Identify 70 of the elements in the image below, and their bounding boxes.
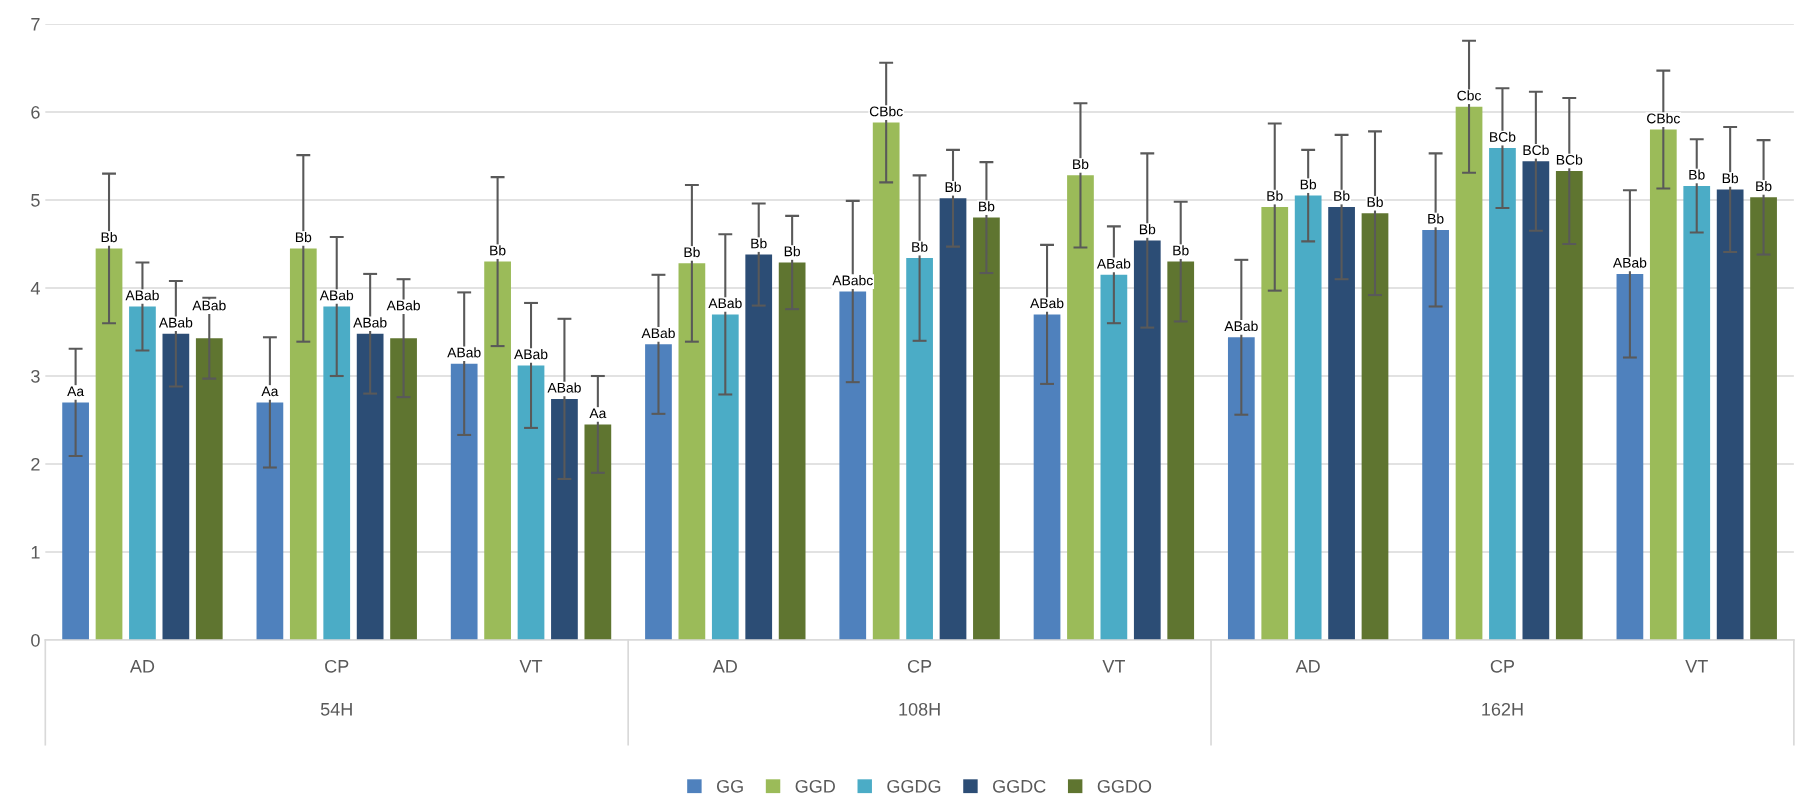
data-label: Bb [1173, 245, 1189, 256]
data-label: ABab [514, 349, 548, 360]
data-label: BCb [1490, 131, 1516, 142]
data-label: ABab [1030, 297, 1064, 309]
data-label: ABab [192, 300, 226, 311]
x-tick-label: CP [1490, 659, 1515, 673]
data-label: Bb [1689, 169, 1705, 180]
legend-label: GGDO [1097, 779, 1152, 793]
data-label: Bb [1428, 213, 1444, 224]
legend-label: GG [716, 779, 743, 793]
x-tick-label: AD [712, 660, 737, 673]
data-label: ABab [386, 300, 420, 311]
data-label: Aa [67, 386, 85, 397]
data-label: Bb [979, 201, 995, 212]
data-label: ABab [353, 317, 387, 328]
legend-label: GGD [795, 779, 835, 793]
data-label: Bb [684, 246, 700, 258]
y-tick-label: 1 [31, 546, 40, 559]
x-tick-label: CP [907, 659, 932, 673]
data-label: CBbc [1647, 113, 1680, 124]
y-tick-label: 7 [31, 18, 40, 31]
x-tick-label: VT [1685, 660, 1708, 673]
data-label: Bb [1367, 196, 1383, 207]
data-label: Bb [784, 246, 801, 257]
data-label: ABab [125, 290, 159, 301]
text: 108H [899, 702, 940, 716]
data-label: Bb [1756, 180, 1772, 192]
y-tick-label: 4 [30, 282, 40, 295]
data-label: ABab [547, 382, 581, 393]
data-label: Aa [589, 408, 607, 419]
data-label: Bb [945, 181, 961, 193]
data-label: ABab [447, 347, 481, 358]
data-label: ABab [641, 327, 675, 339]
data-label: BCb [1523, 144, 1549, 156]
data-label: Bb [101, 231, 117, 243]
data-label: ABab [1612, 257, 1647, 268]
text: 54H [320, 703, 352, 716]
y-tick-label: 6 [31, 105, 40, 119]
x-tick-label: VT [1102, 660, 1125, 673]
data-label: Bb [1139, 224, 1156, 235]
data-label: ABab [1224, 320, 1258, 332]
x-tick-label: CP [325, 659, 349, 673]
data-label: Aa [261, 386, 279, 397]
data-label: ABab [158, 317, 193, 328]
text: 162H [1482, 702, 1523, 716]
data-label: Bb [1267, 190, 1283, 201]
data-label: Cbc [1457, 90, 1482, 101]
data-label: Bb [490, 245, 506, 256]
data-label: Bb [751, 238, 767, 249]
x-tick-label: AD [129, 660, 155, 673]
data-label: ABab [319, 290, 354, 301]
data-label: Bb [1722, 173, 1739, 184]
data-label: ABab [708, 297, 742, 309]
data-label: Bb [1334, 190, 1350, 201]
y-tick-label: 5 [31, 194, 40, 207]
legend-label: GGDG [887, 779, 941, 793]
data-label: CBbc [869, 106, 903, 117]
data-label: BCb [1556, 154, 1583, 165]
data-label: Bb [1073, 158, 1089, 170]
x-tick-label: VT [519, 660, 543, 673]
data-label: ABab [1096, 258, 1131, 269]
data-label: Bb [912, 241, 928, 252]
data-label: Bb [295, 231, 312, 243]
y-tick-label: 0 [31, 633, 40, 647]
y-tick-label: 3 [31, 369, 40, 383]
y-tick-label: 2 [31, 457, 40, 471]
x-tick-label: AD [1295, 660, 1320, 673]
legend-label: GGDC [993, 779, 1046, 793]
data-label: ABabc [832, 275, 873, 286]
data-label: Bb [1300, 179, 1317, 190]
